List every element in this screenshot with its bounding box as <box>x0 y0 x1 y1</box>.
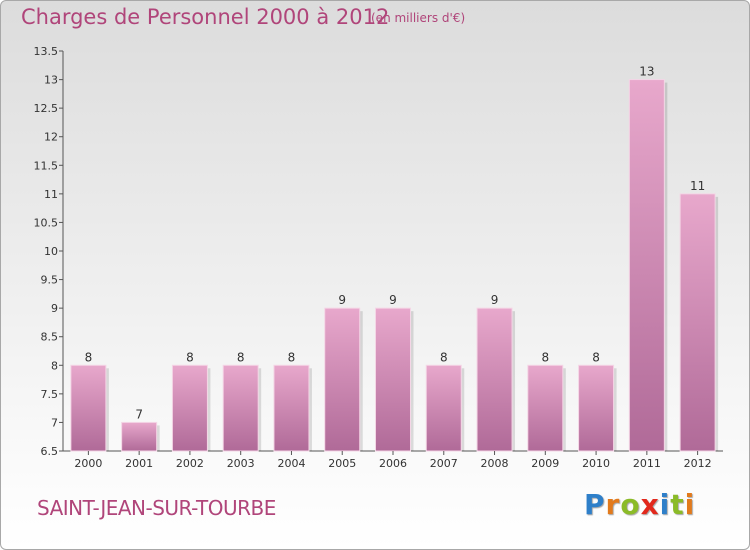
y-tick-label: 8.5 <box>41 331 59 344</box>
data-label: 8 <box>186 350 194 364</box>
data-label: 8 <box>592 350 600 364</box>
proxiti-logo[interactable]: Proxiti <box>584 488 696 521</box>
bar-2009 <box>527 364 564 452</box>
bar-2005 <box>324 307 361 452</box>
commune-name: SAINT-JEAN-SUR-TOURBE <box>37 496 276 520</box>
bar-2012 <box>679 193 716 452</box>
x-tick-label: 2003 <box>227 457 255 470</box>
y-tick-label: 13.5 <box>34 45 59 58</box>
y-tick-label: 13 <box>44 74 58 87</box>
data-label: 7 <box>135 407 143 421</box>
y-tick-label: 11.5 <box>34 159 59 172</box>
x-tick-label: 2010 <box>582 457 610 470</box>
x-tick-label: 2005 <box>328 457 356 470</box>
data-label: 9 <box>491 293 499 307</box>
x-tick-label: 2001 <box>125 457 153 470</box>
data-label: 9 <box>389 293 397 307</box>
bar-2000 <box>70 364 107 452</box>
y-tick-label: 12 <box>44 131 58 144</box>
bar-2002 <box>171 364 208 452</box>
y-tick-label: 12.5 <box>34 102 59 115</box>
bar-2008 <box>476 307 513 452</box>
x-tick-label: 2009 <box>531 457 559 470</box>
chart-title: Charges de Personnel 2000 à 2012 <box>21 5 390 29</box>
data-label: 8 <box>85 350 93 364</box>
data-label: 8 <box>288 350 296 364</box>
y-tick-label: 7.5 <box>41 388 59 401</box>
x-tick-label: 2004 <box>277 457 305 470</box>
x-tick-label: 2000 <box>74 457 102 470</box>
y-tick-label: 10 <box>44 245 58 258</box>
x-tick-label: 2006 <box>379 457 407 470</box>
bar-2006 <box>375 307 411 452</box>
x-tick-label: 2002 <box>176 457 204 470</box>
y-tick-label: 9 <box>51 302 58 315</box>
x-tick-label: 2008 <box>481 457 509 470</box>
x-tick-label: 2012 <box>684 457 712 470</box>
y-tick-label: 11 <box>44 188 58 201</box>
bar-2011 <box>628 79 665 452</box>
data-label: 8 <box>440 350 448 364</box>
data-label: 8 <box>541 350 549 364</box>
y-tick-label: 9.5 <box>41 274 59 287</box>
y-tick-label: 10.5 <box>34 216 59 229</box>
data-label: 11 <box>690 179 705 193</box>
x-tick-label: 2011 <box>633 457 661 470</box>
data-label: 9 <box>338 293 346 307</box>
y-tick-label: 8 <box>51 359 58 372</box>
x-tick-label: 2007 <box>430 457 458 470</box>
chart-subtitle: (en milliers d'€) <box>371 11 466 25</box>
data-label: 13 <box>639 65 654 79</box>
bar-2003 <box>222 364 259 452</box>
bar-2010 <box>578 364 615 452</box>
data-label: 8 <box>237 350 245 364</box>
y-tick-label: 6.5 <box>41 445 59 458</box>
bar-2004 <box>273 364 310 452</box>
y-tick-label: 7 <box>51 416 58 429</box>
bar-2007 <box>425 364 462 452</box>
bar-2001 <box>121 421 158 452</box>
